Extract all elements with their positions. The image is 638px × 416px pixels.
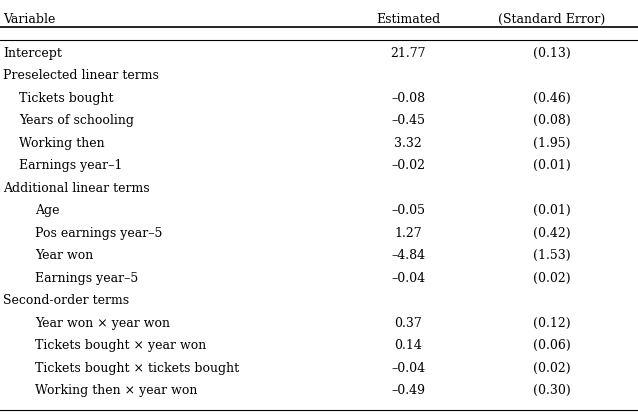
Text: Preselected linear terms: Preselected linear terms — [3, 69, 159, 82]
Text: –0.49: –0.49 — [391, 384, 426, 397]
Text: –0.04: –0.04 — [391, 362, 426, 375]
Text: Years of schooling: Years of schooling — [19, 114, 134, 127]
Text: (Standard Error): (Standard Error) — [498, 13, 605, 26]
Text: Age: Age — [35, 204, 59, 217]
Text: (0.30): (0.30) — [533, 384, 571, 397]
Text: Earnings year–1: Earnings year–1 — [19, 159, 122, 172]
Text: –0.05: –0.05 — [391, 204, 426, 217]
Text: –0.04: –0.04 — [391, 272, 426, 285]
Text: Year won: Year won — [35, 249, 93, 262]
Text: Estimated: Estimated — [376, 13, 440, 26]
Text: (0.12): (0.12) — [533, 317, 570, 330]
Text: Year won × year won: Year won × year won — [35, 317, 170, 330]
Text: Intercept: Intercept — [3, 47, 62, 59]
Text: (0.02): (0.02) — [533, 362, 570, 375]
Text: (0.08): (0.08) — [533, 114, 571, 127]
Text: 3.32: 3.32 — [394, 136, 422, 150]
Text: –0.02: –0.02 — [391, 159, 426, 172]
Text: (0.02): (0.02) — [533, 272, 570, 285]
Text: (0.06): (0.06) — [533, 339, 571, 352]
Text: 0.14: 0.14 — [394, 339, 422, 352]
Text: Tickets bought: Tickets bought — [19, 92, 114, 104]
Text: 21.77: 21.77 — [390, 47, 426, 59]
Text: Earnings year–5: Earnings year–5 — [35, 272, 138, 285]
Text: Second-order terms: Second-order terms — [3, 294, 130, 307]
Text: (0.46): (0.46) — [533, 92, 571, 104]
Text: –0.08: –0.08 — [391, 92, 426, 104]
Text: Tickets bought × tickets bought: Tickets bought × tickets bought — [35, 362, 239, 375]
Text: (1.53): (1.53) — [533, 249, 570, 262]
Text: Working then: Working then — [19, 136, 105, 150]
Text: (0.13): (0.13) — [533, 47, 571, 59]
Text: Pos earnings year–5: Pos earnings year–5 — [35, 227, 163, 240]
Text: (0.01): (0.01) — [533, 159, 571, 172]
Text: Working then × year won: Working then × year won — [35, 384, 198, 397]
Text: Additional linear terms: Additional linear terms — [3, 182, 150, 195]
Text: Variable: Variable — [3, 13, 56, 26]
Text: 0.37: 0.37 — [394, 317, 422, 330]
Text: (0.42): (0.42) — [533, 227, 570, 240]
Text: –0.45: –0.45 — [391, 114, 426, 127]
Text: 1.27: 1.27 — [394, 227, 422, 240]
Text: (0.01): (0.01) — [533, 204, 571, 217]
Text: (1.95): (1.95) — [533, 136, 570, 150]
Text: Tickets bought × year won: Tickets bought × year won — [35, 339, 206, 352]
Text: –4.84: –4.84 — [391, 249, 426, 262]
